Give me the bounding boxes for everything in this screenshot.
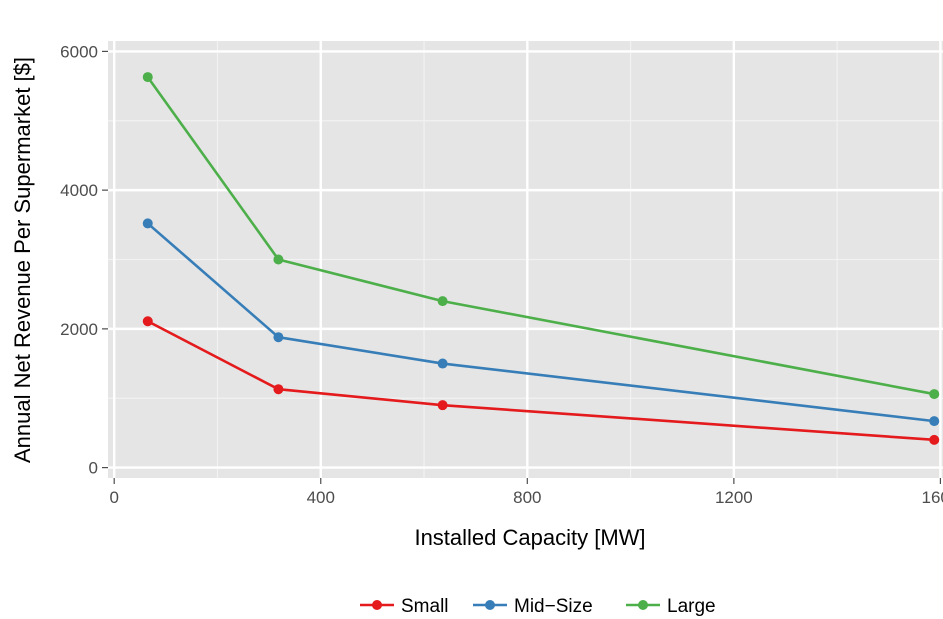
legend-key-point (638, 600, 648, 610)
data-point (273, 384, 284, 395)
x-tick-label: 1600 (922, 488, 943, 507)
series-0 (142, 316, 940, 445)
x-tick-label: 0 (109, 488, 118, 507)
series-layer (142, 72, 940, 445)
data-point (273, 332, 284, 343)
y-axis-title: Annual Net Revenue Per Supermarket [$] (10, 57, 35, 463)
data-point (437, 296, 448, 307)
data-point (142, 218, 153, 229)
tick-labels: 0 400 800 1200 1600 0 2000 4000 6000 (60, 42, 943, 507)
series-line (146, 76, 935, 396)
data-point (437, 400, 448, 411)
series-2 (142, 72, 940, 400)
series-1 (142, 218, 940, 427)
minor-gridlines (108, 41, 943, 478)
y-tick-label: 2000 (60, 320, 98, 339)
y-tick-label: 4000 (60, 181, 98, 200)
legend-label: Mid−Size (514, 596, 593, 617)
data-point (273, 254, 284, 265)
data-point (142, 72, 153, 83)
legend-key-point (372, 600, 382, 610)
legend: Small Mid−Size Large (360, 596, 716, 617)
y-tick-label: 6000 (60, 42, 98, 61)
legend-item: Small (360, 596, 449, 617)
legend-item: Mid−Size (473, 596, 593, 617)
data-point (437, 358, 448, 369)
x-tick-label: 400 (307, 488, 335, 507)
series-line (146, 222, 935, 423)
legend-label: Small (401, 596, 449, 617)
x-axis-title: Installed Capacity [MW] (414, 525, 645, 550)
y-tick-label: 0 (89, 459, 98, 478)
data-point (929, 434, 940, 445)
major-gridlines (108, 41, 943, 478)
data-point (929, 416, 940, 427)
x-tick-label: 1200 (715, 488, 753, 507)
data-point (142, 316, 153, 327)
axis-ticks (102, 50, 942, 484)
legend-key-point (485, 600, 495, 610)
legend-item: Large (626, 596, 716, 617)
x-tick-label: 800 (513, 488, 541, 507)
series-line (147, 320, 935, 442)
data-point (929, 389, 940, 400)
legend-label: Large (667, 596, 716, 617)
